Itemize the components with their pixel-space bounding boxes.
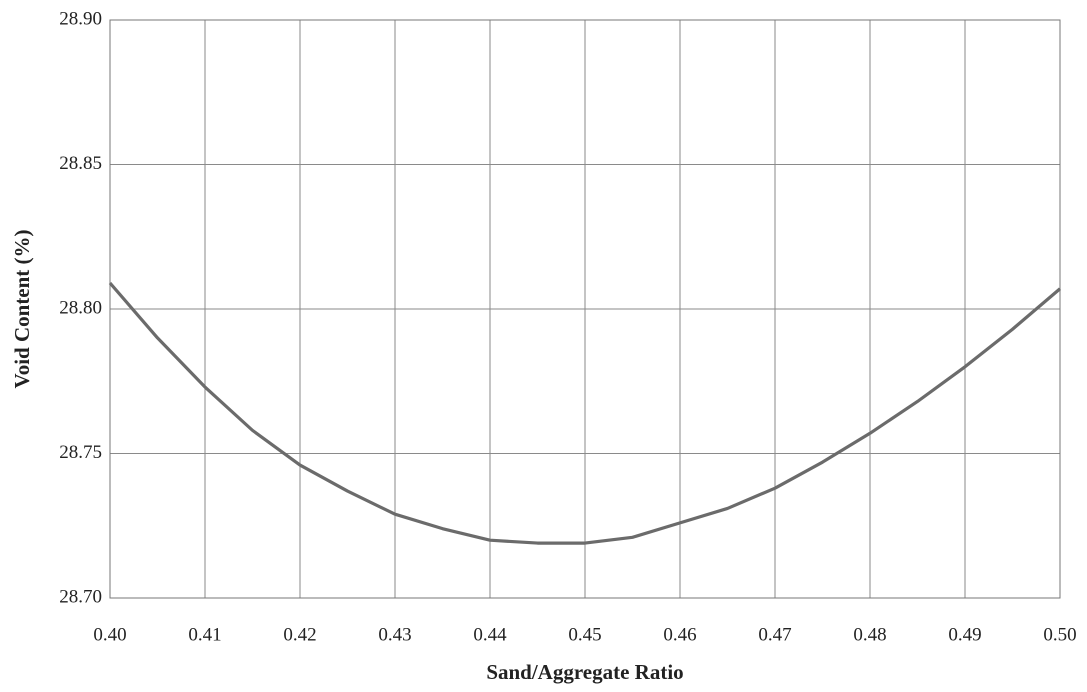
- x-tick-label: 0.44: [473, 624, 507, 645]
- x-tick-label: 0.41: [188, 624, 221, 645]
- x-tick-label: 0.43: [378, 624, 411, 645]
- y-tick-label: 28.85: [59, 153, 102, 174]
- y-tick-label: 28.70: [59, 586, 102, 607]
- x-tick-label: 0.42: [283, 624, 316, 645]
- y-tick-label: 28.90: [59, 8, 102, 29]
- x-tick-label: 0.45: [568, 624, 601, 645]
- data-line: [108, 281, 1062, 545]
- plot-border: [109, 19, 1061, 599]
- x-axis-title: Sand/Aggregate Ratio: [486, 660, 683, 684]
- y-tick-label: 28.75: [59, 442, 102, 463]
- y-tick-label: 28.80: [59, 297, 102, 318]
- x-tick-label: 0.50: [1043, 624, 1076, 645]
- x-tick-label: 0.40: [93, 624, 126, 645]
- y-axis-title: Void Content (%): [10, 229, 34, 388]
- x-tick-label: 0.47: [758, 624, 791, 645]
- x-tick-label: 0.49: [948, 624, 981, 645]
- x-tick-label: 0.48: [853, 624, 886, 645]
- x-tick-label: 0.46: [663, 624, 696, 645]
